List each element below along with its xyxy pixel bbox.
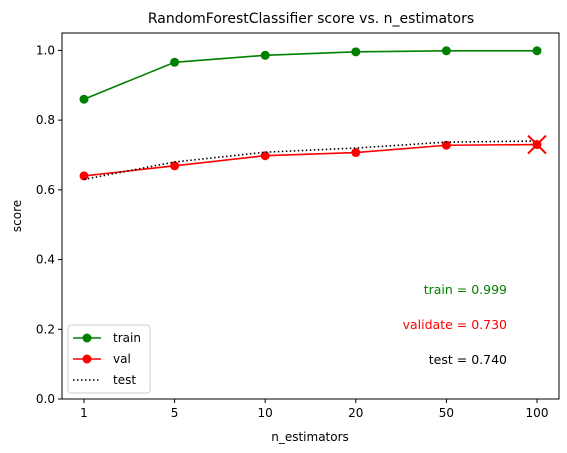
x-tick-label: 20: [348, 406, 363, 420]
y-tick-label: 1.0: [36, 43, 55, 57]
data-point-train: [260, 50, 270, 60]
data-point-train: [441, 46, 451, 56]
x-tick-label: 10: [258, 406, 273, 420]
data-point-val: [260, 151, 270, 161]
chart-title: RandomForestClassifier score vs. n_estim…: [148, 11, 474, 27]
y-axis: 0.0 0.2 0.4 0.6 0.8 1.0: [36, 43, 62, 406]
data-point-train: [170, 57, 180, 67]
series-layer: [79, 46, 542, 181]
legend-test-label: test: [113, 373, 136, 387]
x-axis-label: n_estimators: [271, 430, 349, 444]
train-score-annotation: train = 0.999: [424, 282, 507, 297]
x-tick-label: 1: [80, 406, 88, 420]
series-line-train: [83, 49, 537, 100]
x-tick-label: 100: [526, 406, 549, 420]
data-point-train: [351, 47, 361, 57]
data-point-val: [170, 161, 180, 171]
data-point-val: [351, 148, 361, 158]
y-tick-label: 0.4: [36, 253, 55, 267]
legend-val-marker: [82, 354, 92, 364]
plot-area: [61, 32, 560, 400]
validate-score-annotation: validate = 0.730: [403, 317, 507, 332]
data-point-val: [441, 140, 451, 150]
data-point-val: [79, 171, 89, 181]
series-line-val: [83, 143, 538, 177]
x-tick-label: 50: [439, 406, 454, 420]
y-tick-label: 0.2: [36, 322, 55, 336]
y-tick-label: 0.8: [36, 113, 55, 127]
legend-val-label: val: [113, 352, 131, 366]
y-tick-label: 0.0: [36, 392, 55, 406]
y-axis-label: score: [10, 200, 24, 232]
data-point-train: [532, 46, 542, 56]
highlight-layer: [527, 134, 547, 155]
best-score-marker: [527, 134, 547, 155]
x-axis: 1 5 10 20 50 100: [80, 399, 548, 420]
y-tick-label: 0.6: [36, 183, 55, 197]
score-annotations: train = 0.999 validate = 0.730 test = 0.…: [403, 282, 507, 367]
legend-train-label: train: [113, 331, 141, 345]
x-tick-label: 5: [171, 406, 179, 420]
series-line-test: [83, 140, 538, 181]
legend: train val test: [67, 324, 151, 394]
test-score-annotation: test = 0.740: [429, 352, 507, 367]
legend-train-marker: [82, 333, 92, 343]
plot-frame: [61, 32, 560, 400]
data-point-train: [79, 94, 89, 104]
